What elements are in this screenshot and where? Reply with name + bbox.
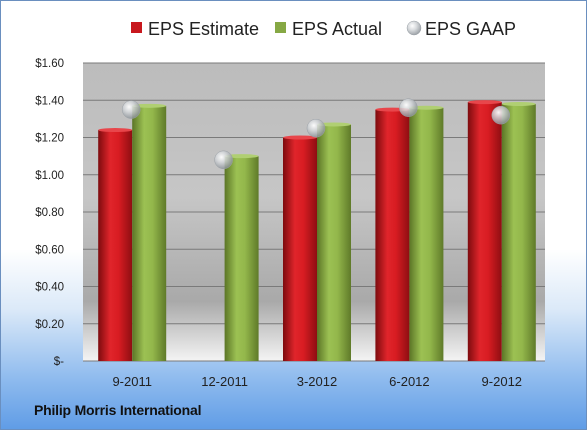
y-tick-label: $- <box>54 356 64 368</box>
x-axis: 9-2011 12-2011 3-2012 6-2012 9-2012 <box>112 374 522 389</box>
bar-eps-actual-cap <box>501 101 536 106</box>
bar-eps-actual <box>501 103 536 361</box>
y-tick-label: $1.60 <box>35 58 64 70</box>
company-name: Philip Morris International <box>34 402 202 418</box>
bar-eps-estimate <box>375 109 410 361</box>
x-tick-label: 12-2011 <box>201 374 248 389</box>
bars <box>98 100 536 362</box>
point-eps-gaap <box>399 98 418 117</box>
bar-eps-actual <box>409 107 444 361</box>
y-tick-label: $1.40 <box>35 95 64 107</box>
legend-label: EPS Actual <box>292 19 382 39</box>
x-tick-label: 6-2012 <box>389 374 429 389</box>
x-tick-label: 3-2012 <box>297 374 337 389</box>
point-eps-gaap <box>306 118 326 138</box>
y-tick-label: $0.60 <box>35 244 64 256</box>
legend-swatch <box>275 22 286 33</box>
bar-eps-actual-cap <box>224 154 259 159</box>
legend-label: EPS Estimate <box>148 19 259 39</box>
bar-eps-actual <box>224 156 259 361</box>
point-eps-gaap <box>121 100 141 119</box>
bar-eps-estimate <box>467 102 502 362</box>
point-eps-gaap <box>491 105 511 125</box>
legend: EPS Estimate EPS Actual EPS GAAP <box>131 19 516 39</box>
bar-eps-estimate <box>283 137 317 361</box>
point-eps-gaap <box>214 150 233 170</box>
legend-label: EPS GAAP <box>425 19 516 39</box>
gaap-points <box>121 98 511 170</box>
bar-eps-estimate <box>98 130 133 361</box>
y-tick-label: $0.20 <box>35 319 64 331</box>
y-axis: $- $0.20 $0.40 $0.60 $0.80 $1.00 $1.20 $1.40 $1.… <box>35 58 64 368</box>
y-tick-label: $1.00 <box>35 170 64 182</box>
bar-eps-estimate-cap <box>467 100 502 105</box>
y-tick-label: $0.80 <box>35 207 64 219</box>
y-tick-label: $0.40 <box>35 282 64 294</box>
bar-eps-actual-cap <box>317 122 351 127</box>
bar-eps-actual <box>317 124 351 362</box>
bar-eps-actual-cap <box>132 103 167 108</box>
bar-eps-actual-cap <box>409 105 444 110</box>
bar-eps-actual <box>132 105 167 362</box>
x-tick-label: 9-2012 <box>482 374 522 389</box>
legend-swatch <box>406 20 422 36</box>
y-tick-label: $1.20 <box>35 133 64 145</box>
x-tick-label: 9-2011 <box>112 374 152 389</box>
bar-eps-estimate-cap <box>98 128 133 133</box>
legend-swatch <box>131 22 142 33</box>
bar-eps-estimate-cap <box>283 135 317 140</box>
